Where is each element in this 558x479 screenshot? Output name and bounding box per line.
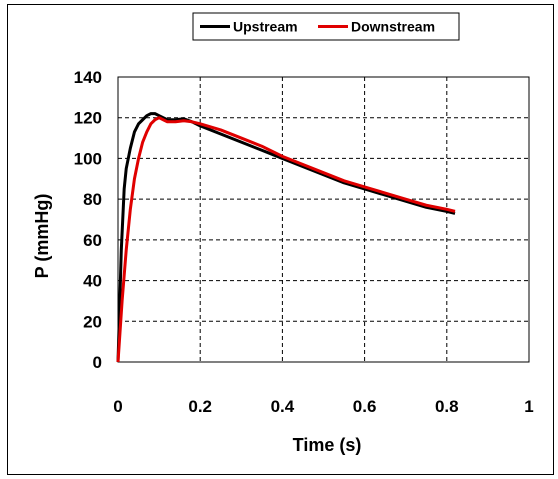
x-tick-labels: 0 0.2 0.4 0.6 0.8 1	[113, 397, 533, 416]
x-tick-label: 1	[524, 397, 533, 416]
y-tick-label: 80	[83, 190, 102, 209]
y-tick-label: 60	[83, 231, 102, 250]
x-axis-title: Time (s)	[293, 435, 362, 455]
x-tick-label: 0.4	[271, 397, 295, 416]
y-tick-labels: 0 20 40 60 80 100 120 140	[74, 68, 102, 372]
x-tick-label: 0.2	[188, 397, 212, 416]
legend-label-downstream: Downstream	[351, 19, 435, 35]
y-tick-label: 100	[74, 149, 102, 168]
x-tick-label: 0.8	[435, 397, 459, 416]
y-tick-label: 120	[74, 109, 102, 128]
series-line-downstream	[116, 116, 456, 363]
x-tick-label: 0	[113, 397, 122, 416]
y-tick-label: 40	[83, 272, 102, 291]
y-tick-label: 20	[83, 312, 102, 331]
legend: Upstream Downstream	[192, 12, 460, 41]
y-tick-label: 140	[74, 68, 102, 87]
series-line-upstream	[116, 112, 456, 363]
plot-border	[117, 76, 530, 363]
x-tick-label: 0.6	[353, 397, 377, 416]
y-tick-label: 0	[93, 353, 102, 372]
legend-label-upstream: Upstream	[233, 19, 298, 35]
series-lines	[116, 112, 456, 363]
y-axis-title: P (mmHg)	[32, 194, 52, 279]
gridlines	[118, 76, 529, 362]
plot-area	[117, 76, 530, 363]
